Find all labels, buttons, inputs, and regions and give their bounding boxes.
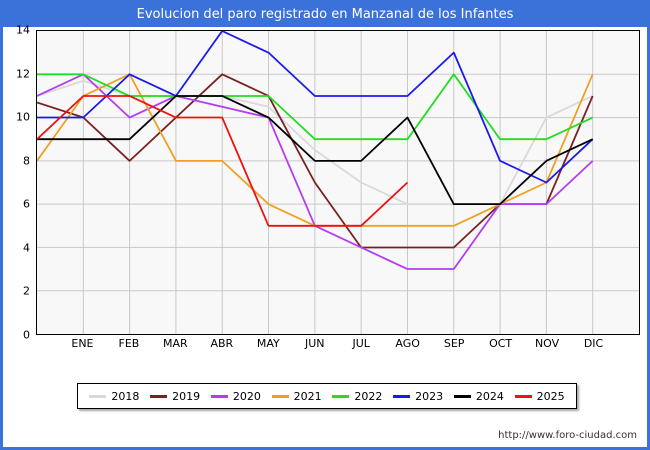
chart-legend: 2018 2019 2020 2021 2022 2023 2024 2025 [77, 383, 577, 409]
y-axis-tick-label: 14 [16, 23, 30, 37]
legend-label: 2025 [536, 389, 565, 403]
legend-swatch-icon [210, 394, 228, 398]
y-axis-tick-label: 0 [23, 328, 30, 342]
series-line-2023 [37, 31, 594, 184]
legend-label: 2019 [172, 389, 201, 403]
legend-swatch-icon [514, 394, 532, 398]
x-axis-tick-label-feb: FEB [118, 337, 140, 350]
legend-swatch-icon [332, 394, 350, 398]
x-axis-tick-label-dic: DIC [583, 337, 604, 350]
x-axis-tick-label-nov: NOV [534, 337, 560, 350]
x-axis-tick-label-may: MAY [256, 337, 280, 350]
y-axis-tick-label: 6 [23, 197, 30, 211]
x-axis-tick-label-mar: MAR [163, 337, 188, 350]
legend-swatch-icon [271, 394, 289, 398]
series-line-2020 [37, 73, 594, 270]
series-line-2018 [37, 79, 594, 206]
x-axis-tick-label-ene: ENE [71, 337, 94, 350]
legend-label: 2024 [475, 389, 504, 403]
y-axis-tick-label: 10 [16, 110, 30, 124]
y-axis-tick-label: 2 [23, 284, 30, 298]
plot-area [36, 30, 640, 335]
x-axis-tick-label-ago: AGO [395, 337, 420, 350]
page-title: Evolucion del paro registrado en Manzana… [136, 7, 514, 22]
legend-item-2021[interactable]: 2021 [271, 389, 322, 403]
legend-item-2019[interactable]: 2019 [150, 390, 200, 403]
legend-swatch-icon [453, 394, 471, 398]
source-url: http://www.foro-ciudad.com [498, 430, 637, 441]
x-axis-tick-label-jul: JUL [352, 337, 370, 350]
legend-label: 2023 [415, 389, 444, 403]
legend-item-2023[interactable]: 2023 [393, 390, 443, 403]
legend-label: 2018 [111, 389, 140, 403]
legend-label: 2022 [354, 389, 383, 403]
y-axis: 0 2 4 6 8 10 12 14 [3, 24, 33, 342]
series-lines [37, 31, 594, 270]
window-title-bar: Evolucion del paro registrado en Manzana… [3, 3, 647, 27]
x-axis-tick-label-jun: JUN [305, 337, 325, 350]
legend-item-2024[interactable]: 2024 [453, 389, 504, 403]
legend-item-2025[interactable]: 2025 [514, 389, 565, 403]
legend-swatch-icon [89, 394, 107, 398]
series-line-2025 [37, 95, 409, 227]
y-axis-tick-label: 4 [23, 241, 30, 255]
x-axis: ENE FEB MAR ABR MAY JUN JUL AGO SEP OCT NOV DIC [36, 337, 640, 355]
legend-label: 2021 [293, 389, 322, 403]
legend-item-2018[interactable]: 2018 [89, 390, 139, 403]
x-axis-tick-label-abr: ABR [210, 337, 234, 350]
y-axis-tick-label: 12 [16, 67, 30, 81]
legend-item-2020[interactable]: 2020 [210, 389, 261, 403]
legend-item-2022[interactable]: 2022 [332, 390, 382, 403]
series-line-2024 [37, 95, 594, 206]
legend-swatch-icon [393, 394, 411, 398]
x-axis-tick-label-oct: OCT [489, 337, 513, 350]
legend-swatch-icon [150, 394, 168, 398]
legend-label: 2020 [232, 389, 261, 403]
x-axis-tick-label-sep: SEP [443, 337, 465, 350]
y-axis-tick-label: 8 [23, 154, 30, 168]
